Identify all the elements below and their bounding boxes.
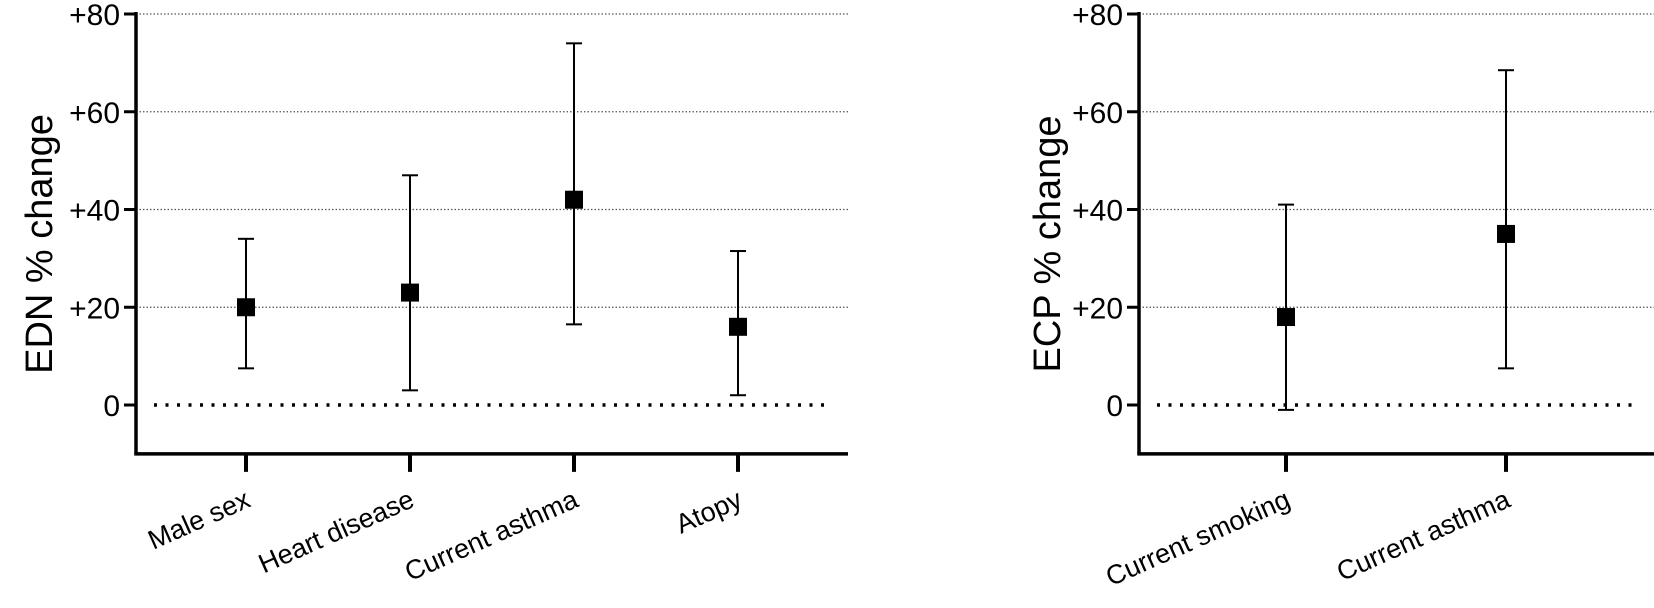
chart-panel-2: 0 +20 +40 +60 +80 ECP % change Current smoking…	[1027, 0, 1654, 592]
category-label: Current smoking	[1101, 484, 1294, 592]
chart-panel-1: 0 +20 +40 +60 +80 EDN % change Male sex Heart d…	[19, 0, 848, 587]
point-estimate	[1277, 308, 1295, 327]
y-tick-label: 0	[1106, 390, 1123, 423]
category-label: Male sex	[144, 484, 255, 556]
y-tick-label: +60	[1072, 97, 1123, 130]
point-estimate	[1497, 224, 1515, 243]
category-label: Current asthma	[1332, 484, 1515, 587]
y-tick-label: +80	[69, 0, 120, 32]
y-axis-title: ECP % change	[1027, 115, 1069, 372]
category-label: Heart disease	[254, 484, 418, 579]
y-tick-label: +40	[1072, 195, 1123, 228]
point-estimate	[729, 317, 747, 336]
y-tick-label: +20	[69, 292, 120, 325]
y-tick-label: +80	[1072, 0, 1123, 32]
y-tick-label: +40	[69, 195, 120, 228]
y-axis-title: EDN % change	[19, 114, 61, 374]
point-estimate	[401, 283, 419, 302]
point-estimate	[237, 298, 255, 317]
y-tick-label: +60	[69, 97, 120, 130]
y-tick-label: 0	[103, 390, 120, 423]
category-label: Atopy	[671, 484, 747, 540]
point-estimate	[565, 190, 583, 209]
category-label: Current asthma	[400, 484, 583, 587]
y-tick-label: +20	[1072, 292, 1123, 325]
